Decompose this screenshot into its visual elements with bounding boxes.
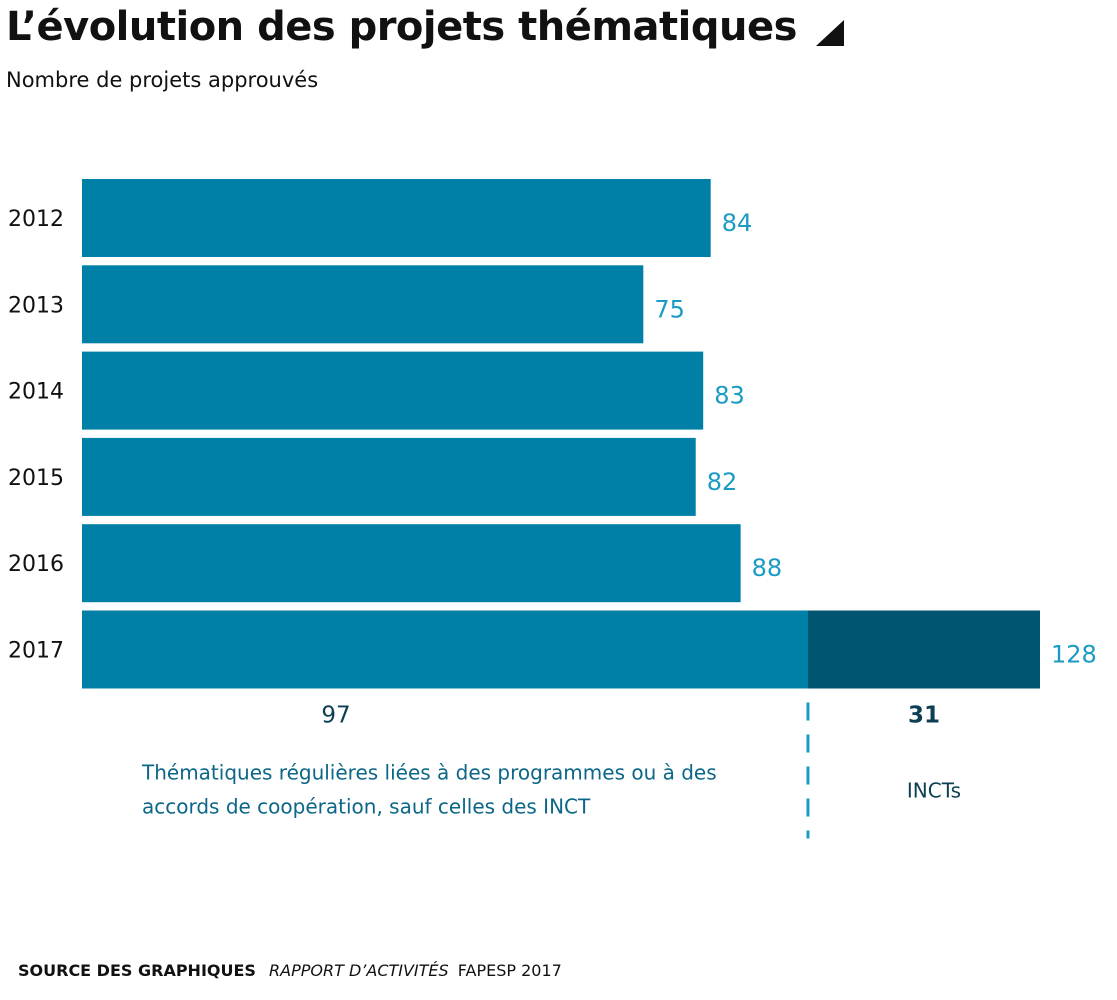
triangle-marker-icon [816,20,844,46]
value-label-2014: 83 [714,382,745,410]
bar-2016 [82,524,741,603]
report-suffix: FAPESP 2017 [457,961,562,980]
category-label-2015: 2015 [8,466,64,491]
bar-2013 [82,265,644,344]
chart-title: L’évolution des projets thématiques [6,4,797,50]
annotation-inct: INCTs [907,779,961,803]
source-label: SOURCE DES GRAPHIQUES [18,961,256,980]
annotation-main-line-2: accords de coopération, sauf celles des … [142,795,591,819]
report-label: RAPPORT D’ACTIVITÉS [269,961,449,980]
category-label-2017: 2017 [8,639,64,664]
source-footer: SOURCE DES GRAPHIQUES RAPPORT D’ACTIVITÉ… [18,961,562,980]
category-label-2016: 2016 [8,552,64,577]
value-label-2013: 75 [654,295,685,323]
bar-2014 [82,351,704,430]
chart-subtitle: Nombre de projets approuvés [6,68,319,92]
value-label-2017: 128 [1051,641,1097,669]
category-label-2014: 2014 [8,380,64,405]
category-label-2013: 2013 [8,293,64,318]
segment-label-inct: 31 [908,703,940,729]
bar-2015 [82,437,696,516]
annotation-main-line-1: Thématiques régulières liées à des progr… [141,761,717,785]
category-label-2012: 2012 [8,207,64,232]
value-label-2015: 82 [707,468,738,496]
bar-inct-2017 [807,610,1040,689]
value-label-2016: 88 [752,554,783,582]
value-label-2012: 84 [722,209,753,237]
bar-2017 [82,610,808,689]
segment-label-main: 97 [321,703,350,729]
bar-chart: 2012 84 2013 75 2014 83 2015 82 2016 88 2017 128 97 3… [8,179,1097,839]
bar-2012 [82,179,711,257]
